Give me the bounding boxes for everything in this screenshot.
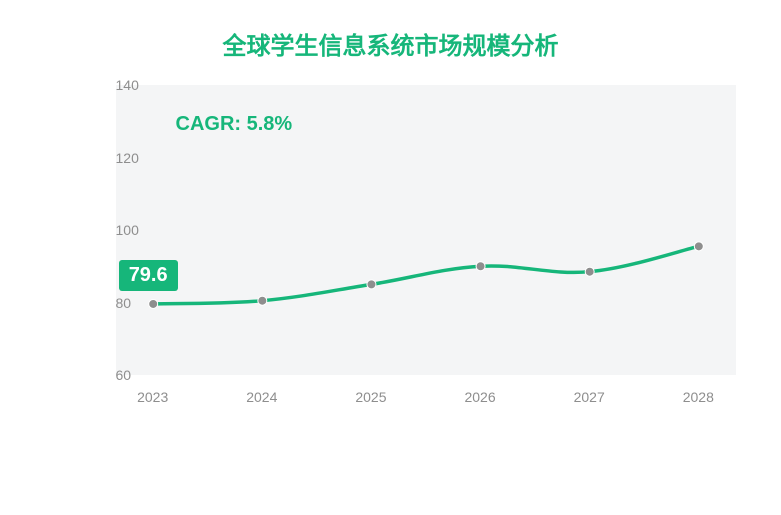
data-marker xyxy=(476,262,485,271)
data-marker xyxy=(694,242,703,251)
value-badge: 79.6 xyxy=(119,260,178,291)
x-tick-label: 2026 xyxy=(464,389,495,405)
data-marker xyxy=(148,299,157,308)
x-tick-label: 2024 xyxy=(246,389,277,405)
x-tick-label: 2028 xyxy=(683,389,714,405)
chart-area: 6080100120140 202320242025202620272028 C… xyxy=(46,85,736,415)
data-marker xyxy=(257,296,266,305)
x-tick-label: 2025 xyxy=(355,389,386,405)
x-tick-label: 2023 xyxy=(137,389,168,405)
cagr-annotation: CAGR: 5.8% xyxy=(176,113,293,136)
data-marker xyxy=(366,280,375,289)
chart-title: 全球学生信息系统市场规模分析 xyxy=(30,26,751,61)
data-marker xyxy=(585,267,594,276)
x-tick-label: 2027 xyxy=(574,389,605,405)
series-line xyxy=(153,246,699,304)
line-plot xyxy=(46,85,736,375)
